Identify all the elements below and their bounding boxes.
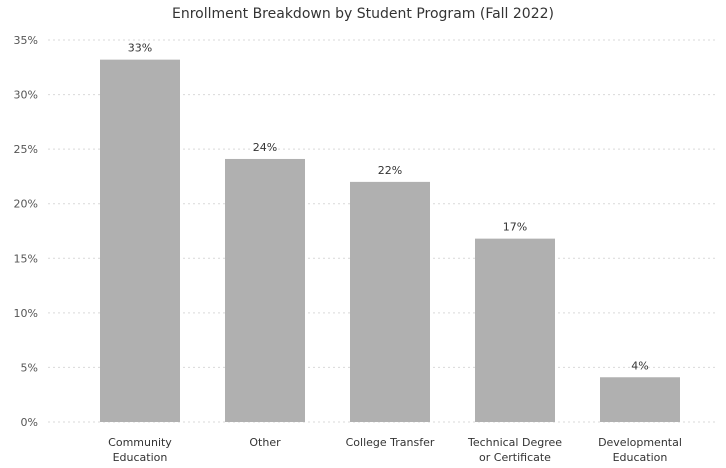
data-label: 17% (503, 221, 527, 234)
bar (225, 158, 305, 423)
y-tick-label: 5% (21, 361, 38, 374)
bar (600, 377, 680, 422)
x-tick-label: Education (613, 451, 668, 464)
bar (100, 59, 180, 422)
x-tick-label: Education (113, 451, 168, 464)
data-label: 22% (378, 164, 402, 177)
x-tick-label: Community (108, 436, 172, 449)
chart-title: Enrollment Breakdown by Student Program … (172, 6, 554, 22)
y-tick-label: 35% (14, 34, 38, 47)
y-tick-label: 20% (14, 198, 38, 211)
y-tick-label: 25% (14, 143, 38, 156)
x-tick-label: Developmental (598, 436, 682, 449)
data-label: 24% (253, 141, 277, 154)
y-tick-label: 30% (14, 89, 38, 102)
bar (350, 181, 430, 422)
y-tick-label: 15% (14, 252, 38, 265)
bar (475, 238, 555, 422)
y-tick-label: 0% (21, 416, 38, 429)
x-tick-label: College Transfer (346, 436, 435, 449)
x-tick-label: Technical Degree (467, 436, 562, 449)
data-label: 33% (128, 42, 152, 55)
x-tick-label: Other (249, 436, 281, 449)
x-tick-label: or Certificate (479, 451, 551, 464)
data-label: 4% (631, 359, 648, 372)
y-tick-label: 10% (14, 307, 38, 320)
